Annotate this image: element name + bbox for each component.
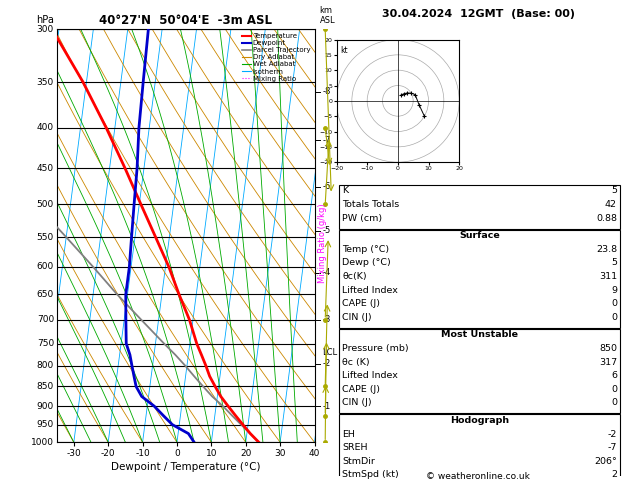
Text: Lifted Index: Lifted Index bbox=[342, 371, 398, 380]
Text: 30.04.2024  12GMT  (Base: 00): 30.04.2024 12GMT (Base: 00) bbox=[382, 9, 574, 19]
Text: 900: 900 bbox=[36, 401, 54, 411]
Text: Hodograph: Hodograph bbox=[450, 416, 509, 425]
Text: 1000: 1000 bbox=[31, 438, 54, 447]
Bar bbox=[340, 230, 620, 328]
Text: θᴄ (K): θᴄ (K) bbox=[342, 358, 370, 366]
Text: 400: 400 bbox=[37, 123, 54, 132]
Text: 700: 700 bbox=[36, 315, 54, 324]
Text: 5: 5 bbox=[611, 259, 617, 267]
Text: 950: 950 bbox=[36, 420, 54, 429]
Text: 9: 9 bbox=[611, 286, 617, 295]
Bar bbox=[340, 415, 620, 486]
Text: 800: 800 bbox=[36, 361, 54, 370]
Text: 42: 42 bbox=[605, 200, 617, 209]
Text: 300: 300 bbox=[36, 25, 54, 34]
Text: 23.8: 23.8 bbox=[596, 245, 617, 254]
Text: -2: -2 bbox=[322, 359, 330, 368]
Text: 206°: 206° bbox=[594, 457, 617, 466]
Text: -2: -2 bbox=[608, 430, 617, 438]
Text: km
ASL: km ASL bbox=[320, 6, 335, 25]
Text: 5: 5 bbox=[611, 186, 617, 195]
Text: Most Unstable: Most Unstable bbox=[441, 330, 518, 339]
Text: Temp (°C): Temp (°C) bbox=[342, 245, 389, 254]
Text: PW (cm): PW (cm) bbox=[342, 213, 382, 223]
Text: StmSpd (kt): StmSpd (kt) bbox=[342, 470, 399, 479]
Text: EH: EH bbox=[342, 430, 355, 438]
Text: 600: 600 bbox=[36, 262, 54, 272]
Legend: Temperature, Dewpoint, Parcel Trajectory, Dry Adiabat, Wet Adiabat, Isotherm, Mi: Temperature, Dewpoint, Parcel Trajectory… bbox=[242, 33, 311, 82]
Text: © weatheronline.co.uk: © weatheronline.co.uk bbox=[426, 472, 530, 481]
Text: Surface: Surface bbox=[459, 231, 500, 240]
Text: -5: -5 bbox=[322, 226, 330, 235]
Text: 650: 650 bbox=[36, 290, 54, 299]
Bar bbox=[340, 329, 620, 414]
Text: -1: -1 bbox=[322, 401, 330, 411]
Title: 40°27'N  50°04'E  -3m ASL: 40°27'N 50°04'E -3m ASL bbox=[99, 14, 272, 27]
Text: 850: 850 bbox=[599, 344, 617, 353]
Text: 0: 0 bbox=[611, 299, 617, 308]
Text: 2: 2 bbox=[611, 470, 617, 479]
Text: kt: kt bbox=[340, 46, 348, 54]
Text: 750: 750 bbox=[36, 339, 54, 348]
Text: 0: 0 bbox=[611, 312, 617, 322]
Text: Dewp (°C): Dewp (°C) bbox=[342, 259, 391, 267]
Text: 317: 317 bbox=[599, 358, 617, 366]
Text: -6: -6 bbox=[322, 182, 331, 191]
Text: -4: -4 bbox=[322, 268, 330, 277]
Text: 311: 311 bbox=[599, 272, 617, 281]
Text: 0: 0 bbox=[611, 399, 617, 407]
Text: hPa: hPa bbox=[36, 15, 54, 25]
Text: -7: -7 bbox=[608, 443, 617, 452]
Text: 550: 550 bbox=[36, 233, 54, 242]
Text: -7: -7 bbox=[322, 136, 331, 145]
Text: LCL: LCL bbox=[322, 348, 337, 357]
Text: 350: 350 bbox=[36, 78, 54, 87]
Text: CAPE (J): CAPE (J) bbox=[342, 385, 381, 394]
Text: 850: 850 bbox=[36, 382, 54, 391]
Text: -8: -8 bbox=[322, 87, 331, 96]
Text: Totals Totals: Totals Totals bbox=[342, 200, 399, 209]
Text: 0: 0 bbox=[611, 385, 617, 394]
X-axis label: Dewpoint / Temperature (°C): Dewpoint / Temperature (°C) bbox=[111, 462, 260, 472]
Text: 450: 450 bbox=[37, 164, 54, 173]
Text: Lifted Index: Lifted Index bbox=[342, 286, 398, 295]
Text: Mixing Ratio (g/kg): Mixing Ratio (g/kg) bbox=[318, 203, 326, 283]
Text: θᴄ(K): θᴄ(K) bbox=[342, 272, 367, 281]
Text: StmDir: StmDir bbox=[342, 457, 375, 466]
Text: CAPE (J): CAPE (J) bbox=[342, 299, 381, 308]
Text: 6: 6 bbox=[611, 371, 617, 380]
Text: SREH: SREH bbox=[342, 443, 368, 452]
Text: CIN (J): CIN (J) bbox=[342, 312, 372, 322]
Text: CIN (J): CIN (J) bbox=[342, 399, 372, 407]
Text: 0.88: 0.88 bbox=[596, 213, 617, 223]
Bar bbox=[340, 185, 620, 228]
Text: -3: -3 bbox=[322, 315, 331, 324]
Text: Pressure (mb): Pressure (mb) bbox=[342, 344, 409, 353]
Text: 500: 500 bbox=[36, 200, 54, 209]
Text: K: K bbox=[342, 186, 348, 195]
